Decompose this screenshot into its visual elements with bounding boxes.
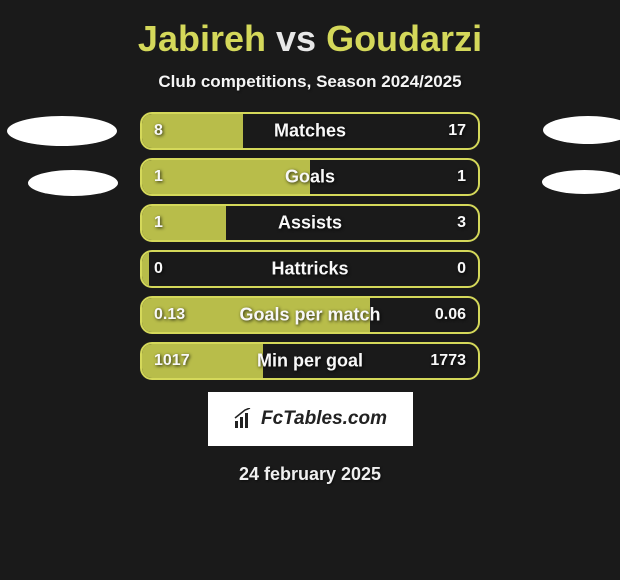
oval-left-top [7,116,117,146]
bar-value-right: 0.06 [435,306,466,324]
oval-right-top [543,116,620,144]
subtitle: Club competitions, Season 2024/2025 [0,72,620,92]
bar-row-goals: 1 Goals 1 [140,158,480,196]
brand-text: FcTables.com [233,408,387,430]
bar-row-mpg: 1017 Min per goal 1773 [140,342,480,380]
date-text: 24 february 2025 [0,464,620,485]
bar-label: Hattricks [142,259,478,280]
brand-label: FcTables.com [261,408,387,430]
bar-row-assists: 1 Assists 3 [140,204,480,242]
oval-right-bottom [542,170,620,194]
brand-box: FcTables.com [208,392,413,446]
bar-value-right: 1 [457,168,466,186]
bar-row-hattricks: 0 Hattricks 0 [140,250,480,288]
bar-value-right: 1773 [430,352,466,370]
vs-text: vs [276,18,316,59]
oval-left-bottom [28,170,118,196]
chart-icon [233,408,255,430]
bar-label: Matches [142,121,478,142]
bar-value-right: 17 [448,122,466,140]
player2-name: Goudarzi [326,18,482,59]
comparison-card: Jabireh vs Goudarzi Club competitions, S… [0,0,620,495]
bar-row-gpm: 0.13 Goals per match 0.06 [140,296,480,334]
bar-label: Goals [142,167,478,188]
bar-label: Assists [142,213,478,234]
bar-label: Goals per match [142,305,478,326]
player1-name: Jabireh [138,18,266,59]
bar-row-matches: 8 Matches 17 [140,112,480,150]
bar-label: Min per goal [142,351,478,372]
bar-value-right: 0 [457,260,466,278]
page-title: Jabireh vs Goudarzi [0,18,620,60]
bar-value-right: 3 [457,214,466,232]
bars-area: 8 Matches 17 1 Goals 1 1 Assists 3 0 Hat… [0,112,620,380]
